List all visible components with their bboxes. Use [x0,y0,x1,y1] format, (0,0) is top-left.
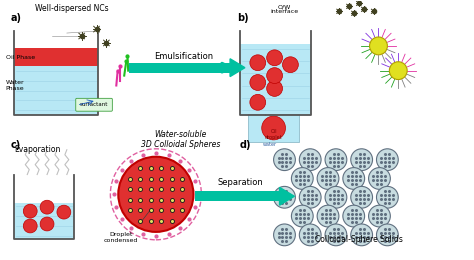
Circle shape [40,200,54,214]
Text: d): d) [240,140,252,150]
Text: Water
Phase: Water Phase [6,80,24,91]
Bar [248,114,299,142]
Circle shape [389,62,407,80]
Circle shape [299,186,321,208]
Circle shape [325,186,347,208]
Circle shape [57,205,71,219]
Circle shape [343,205,365,227]
Text: Well-dispersed NCs: Well-dispersed NCs [35,4,109,13]
Circle shape [23,219,37,233]
Circle shape [369,168,391,189]
Text: Emulsification: Emulsification [154,52,213,61]
Text: a): a) [10,13,21,23]
FancyArrowPatch shape [132,64,234,71]
Circle shape [283,57,298,73]
Text: b): b) [237,13,249,23]
Circle shape [273,149,295,171]
Polygon shape [230,59,245,77]
Circle shape [317,168,339,189]
Circle shape [317,205,339,227]
Circle shape [376,224,398,246]
Text: c): c) [10,140,21,150]
Bar [195,191,284,201]
Circle shape [23,204,37,218]
Text: Separation: Separation [217,178,263,187]
Circle shape [250,75,266,90]
Circle shape [267,68,283,83]
Text: Oil
droplet: Oil droplet [265,129,283,140]
Circle shape [325,149,347,171]
Circle shape [351,149,373,171]
Circle shape [273,186,295,208]
Bar [129,63,230,73]
Polygon shape [280,187,294,205]
Bar [14,66,99,115]
Text: interface: interface [271,9,299,14]
FancyBboxPatch shape [76,98,112,111]
Circle shape [267,50,283,66]
Circle shape [299,149,321,171]
Circle shape [369,205,391,227]
Text: water: water [263,142,277,147]
Circle shape [376,186,398,208]
Circle shape [250,94,266,110]
Circle shape [292,205,313,227]
Circle shape [292,168,313,189]
Circle shape [40,217,54,231]
Text: Droplet
condensed: Droplet condensed [104,232,138,243]
Circle shape [262,116,285,140]
Text: Colloidal-Sphere Solids: Colloidal-Sphere Solids [315,235,402,244]
Circle shape [118,157,193,232]
Circle shape [343,168,365,189]
Text: Oil Phase: Oil Phase [6,55,35,60]
Circle shape [250,55,266,71]
Circle shape [273,224,295,246]
Bar [14,48,99,66]
Circle shape [351,224,373,246]
Circle shape [267,81,283,96]
Bar [14,204,74,239]
Text: O/W: O/W [278,4,291,9]
Bar [240,44,311,115]
Circle shape [351,186,373,208]
Circle shape [325,224,347,246]
Circle shape [376,149,398,171]
Circle shape [370,37,387,55]
Circle shape [299,224,321,246]
Text: surfactant: surfactant [79,102,108,107]
Text: Water-soluble
3D Colloidal Spheres: Water-soluble 3D Colloidal Spheres [141,130,220,150]
Text: Evaporation: Evaporation [14,145,61,154]
